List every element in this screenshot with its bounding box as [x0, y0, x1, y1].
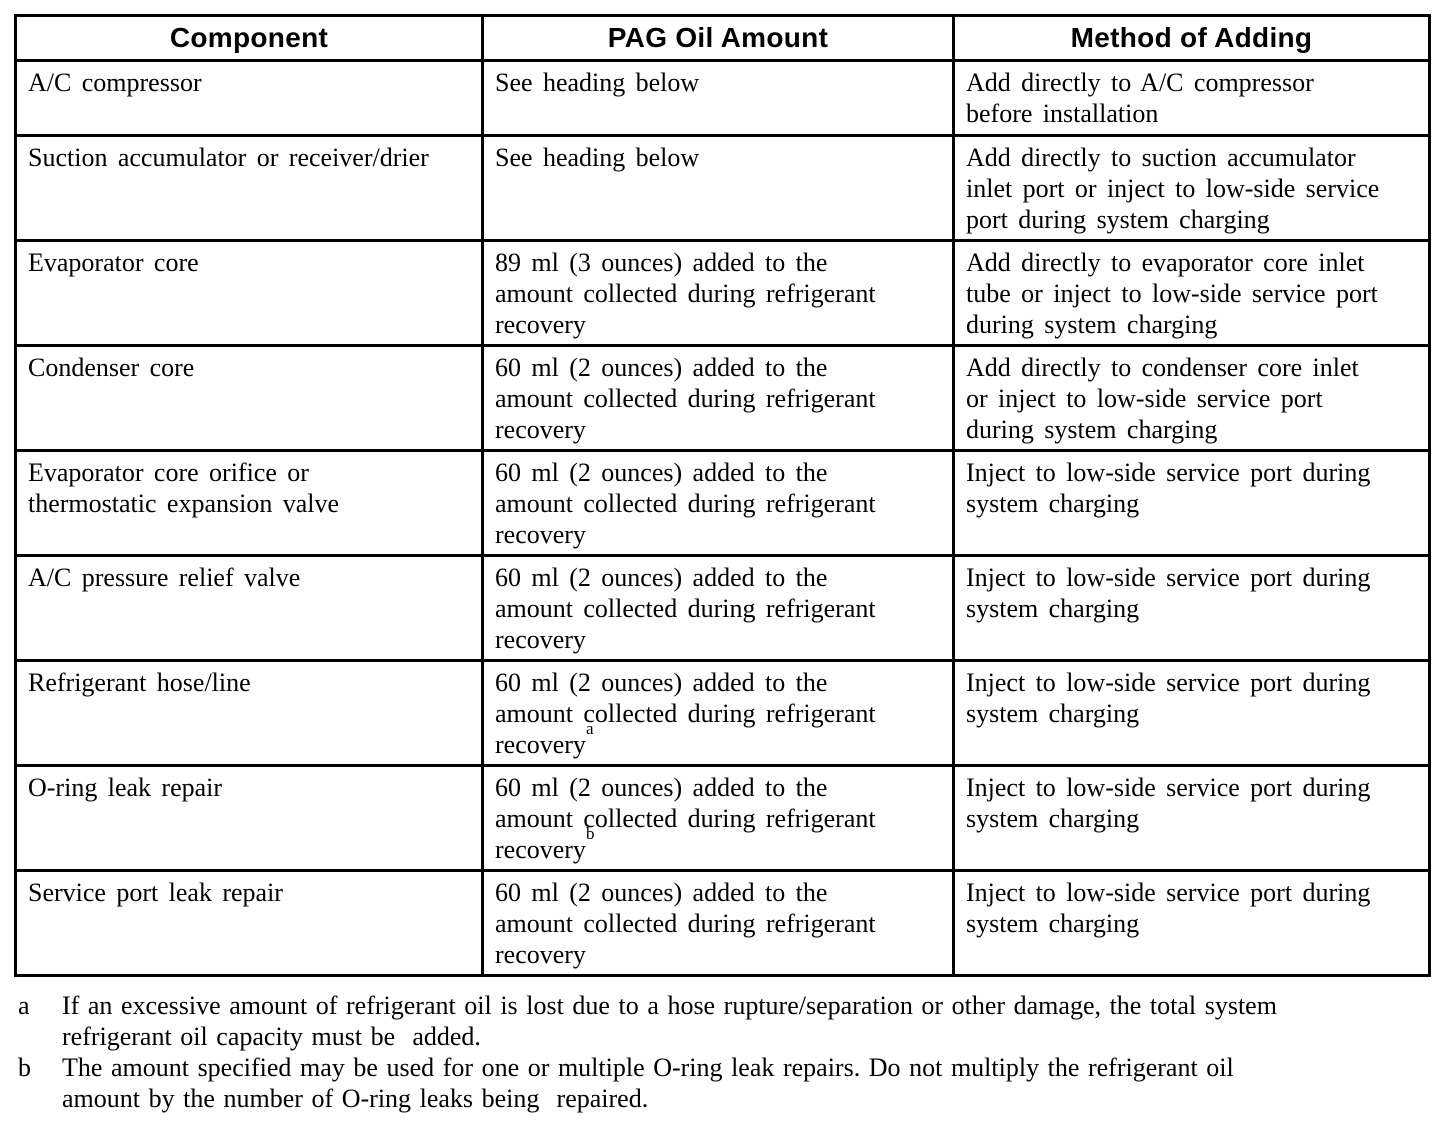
footnote-ref-superscript: a: [585, 719, 594, 739]
method-text: Inject to low-side service port during s…: [966, 563, 1371, 623]
column-header-method-of-adding: Method of Adding: [952, 14, 1431, 62]
footnote-ref-superscript: b: [585, 824, 595, 844]
pag-oil-table: Component PAG Oil Amount Method of Addin…: [14, 14, 1431, 977]
component-cell: Evaporator core orifice or thermostatic …: [14, 449, 484, 557]
component-text: Refrigerant hose/line: [28, 668, 251, 697]
method-text: Add directly to condenser core inlet or …: [966, 353, 1359, 444]
amount-text: 60 ml (2 ounces) added to the amount col…: [495, 563, 876, 654]
method-cell: Add directly to suction accumulator inle…: [952, 134, 1431, 242]
method-cell: Inject to low-side service port during s…: [952, 764, 1431, 872]
amount-text: 60 ml (2 ounces) added to the amount col…: [495, 773, 876, 864]
component-cell: Condenser core: [14, 344, 484, 452]
component-cell: Suction accumulator or receiver/drier: [14, 134, 484, 242]
amount-text: 60 ml (2 ounces) added to the amount col…: [495, 878, 876, 969]
column-header-component: Component: [14, 14, 484, 62]
pag-oil-amount-cell: See heading below: [481, 59, 955, 137]
method-cell: Add directly to evaporator core inlet tu…: [952, 239, 1431, 347]
table-row: Suction accumulator or receiver/drier Se…: [14, 134, 1431, 242]
amount-text: 60 ml (2 ounces) added to the amount col…: [495, 668, 876, 759]
table-row: O-ring leak repair 60 ml (2 ounces) adde…: [14, 764, 1431, 872]
footnote-text: If an excessive amount of refrigerant oi…: [62, 991, 1277, 1051]
table-row: Evaporator core orifice or thermostatic …: [14, 449, 1431, 557]
component-text: A/C compressor: [28, 68, 202, 97]
method-cell: Add directly to condenser core inlet or …: [952, 344, 1431, 452]
pag-oil-amount-cell: 60 ml (2 ounces) added to the amount col…: [481, 869, 955, 977]
component-text: O-ring leak repair: [28, 773, 223, 802]
method-text: Inject to low-side service port during s…: [966, 458, 1371, 518]
component-cell: Evaporator core: [14, 239, 484, 347]
table-row: A/C compressor See heading below Add dir…: [14, 59, 1431, 137]
table-row: Condenser core 60 ml (2 ounces) added to…: [14, 344, 1431, 452]
component-cell: A/C compressor: [14, 59, 484, 137]
method-text: Inject to low-side service port during s…: [966, 773, 1371, 833]
table-row: Evaporator core 89 ml (3 ounces) added t…: [14, 239, 1431, 347]
component-cell: Refrigerant hose/line: [14, 659, 484, 767]
method-cell: Inject to low-side service port during s…: [952, 869, 1431, 977]
table-header-row: Component PAG Oil Amount Method of Addin…: [14, 14, 1431, 62]
component-text: Evaporator core: [28, 248, 199, 277]
component-cell: Service port leak repair: [14, 869, 484, 977]
component-cell: A/C pressure relief valve: [14, 554, 484, 662]
column-header-pag-oil-amount: PAG Oil Amount: [481, 14, 955, 62]
footnotes-section: a If an excessive amount of refrigerant …: [18, 990, 1423, 1114]
method-cell: Inject to low-side service port during s…: [952, 554, 1431, 662]
component-text: Suction accumulator or receiver/drier: [28, 143, 429, 172]
method-text: Inject to low-side service port during s…: [966, 668, 1371, 728]
amount-text: 89 ml (3 ounces) added to the amount col…: [495, 248, 876, 339]
pag-oil-amount-cell: See heading below: [481, 134, 955, 242]
pag-oil-amount-cell: 60 ml (2 ounces) added to the amount col…: [481, 449, 955, 557]
method-text: Add directly to evaporator core inlet tu…: [966, 248, 1378, 339]
pag-oil-amount-cell: 89 ml (3 ounces) added to the amount col…: [481, 239, 955, 347]
component-text: Service port leak repair: [28, 878, 283, 907]
pag-oil-amount-cell: 60 ml (2 ounces) added to the amount col…: [481, 764, 955, 872]
footnote: b The amount specified may be used for o…: [18, 1052, 1423, 1114]
pag-oil-amount-cell: 60 ml (2 ounces) added to the amount col…: [481, 554, 955, 662]
method-cell: Add directly to A/C compressor before in…: [952, 59, 1431, 137]
table-row: Service port leak repair 60 ml (2 ounces…: [14, 869, 1431, 977]
amount-text: 60 ml (2 ounces) added to the amount col…: [495, 458, 876, 549]
table-row: Refrigerant hose/line 60 ml (2 ounces) a…: [14, 659, 1431, 767]
footnote-marker: b: [18, 1053, 31, 1082]
method-text: Add directly to A/C compressor before in…: [966, 68, 1314, 128]
component-text: A/C pressure relief valve: [28, 563, 301, 592]
pag-oil-amount-cell: 60 ml (2 ounces) added to the amount col…: [481, 344, 955, 452]
method-text: Add directly to suction accumulator inle…: [966, 143, 1380, 234]
pag-oil-amount-cell: 60 ml (2 ounces) added to the amount col…: [481, 659, 955, 767]
footnote: a If an excessive amount of refrigerant …: [18, 990, 1423, 1052]
component-text: Evaporator core orifice or thermostatic …: [28, 458, 340, 518]
component-text: Condenser core: [28, 353, 195, 382]
amount-text: See heading below: [495, 68, 700, 97]
footnote-text: The amount specified may be used for one…: [62, 1053, 1234, 1113]
method-cell: Inject to low-side service port during s…: [952, 449, 1431, 557]
amount-text: 60 ml (2 ounces) added to the amount col…: [495, 353, 876, 444]
method-cell: Inject to low-side service port during s…: [952, 659, 1431, 767]
footnote-marker: a: [18, 991, 30, 1020]
method-text: Inject to low-side service port during s…: [966, 878, 1371, 938]
amount-text: See heading below: [495, 143, 700, 172]
table-row: A/C pressure relief valve 60 ml (2 ounce…: [14, 554, 1431, 662]
component-cell: O-ring leak repair: [14, 764, 484, 872]
